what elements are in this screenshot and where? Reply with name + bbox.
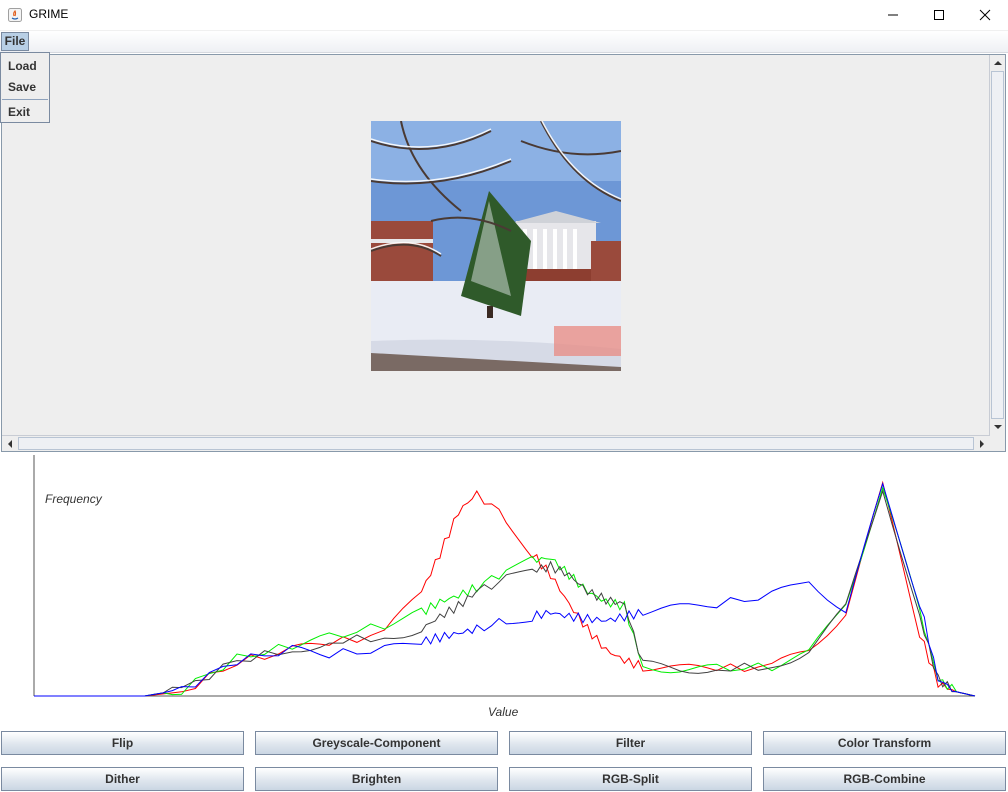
dither-button[interactable]: Dither (1, 767, 244, 791)
minimize-icon (888, 14, 898, 16)
histogram-series-grey (34, 489, 976, 697)
close-icon (979, 9, 991, 21)
scroll-down-icon[interactable] (990, 419, 1006, 435)
minimize-button[interactable] (870, 0, 916, 30)
histogram-series-blue (34, 481, 976, 697)
rgb-split-button[interactable]: RGB-Split (509, 767, 752, 791)
maximize-button[interactable] (916, 0, 962, 30)
scroll-up-icon[interactable] (990, 55, 1006, 71)
histogram-chart (33, 455, 976, 697)
x-axis-label: Value (488, 705, 519, 719)
scroll-left-icon[interactable] (2, 436, 18, 452)
loaded-image (371, 121, 621, 371)
menu-bar: File (0, 31, 1008, 53)
close-button[interactable] (962, 0, 1008, 30)
file-dropdown-menu: Load Save Exit (0, 52, 50, 123)
menu-item-exit[interactable]: Exit (8, 105, 31, 119)
histogram-panel: Frequency Value (0, 455, 1008, 730)
rgb-combine-button[interactable]: RGB-Combine (763, 767, 1006, 791)
window-title: GRIME (29, 7, 69, 21)
image-scroll-pane[interactable] (1, 54, 1006, 452)
horizontal-scrollbar[interactable] (2, 435, 990, 451)
brighten-button[interactable]: Brighten (255, 767, 498, 791)
scroll-right-icon[interactable] (974, 436, 990, 452)
histogram-series-red (34, 480, 976, 697)
file-menu[interactable]: File (1, 32, 29, 51)
menu-item-save[interactable]: Save (8, 80, 37, 94)
vertical-scrollbar[interactable] (989, 55, 1005, 435)
filter-button[interactable]: Filter (509, 731, 752, 755)
maximize-icon (934, 10, 944, 20)
menu-item-load[interactable]: Load (8, 59, 37, 73)
color-transform-button[interactable]: Color Transform (763, 731, 1006, 755)
y-axis-label: Frequency (45, 492, 102, 506)
flip-button[interactable]: Flip (1, 731, 244, 755)
series-group (34, 480, 976, 697)
greyscale-component-button[interactable]: Greyscale-Component (255, 731, 498, 755)
title-bar: GRIME (0, 0, 1008, 31)
vertical-scroll-thumb[interactable] (991, 71, 1004, 419)
horizontal-scroll-thumb[interactable] (18, 437, 974, 450)
java-app-icon (8, 8, 22, 22)
menu-separator (2, 99, 48, 100)
